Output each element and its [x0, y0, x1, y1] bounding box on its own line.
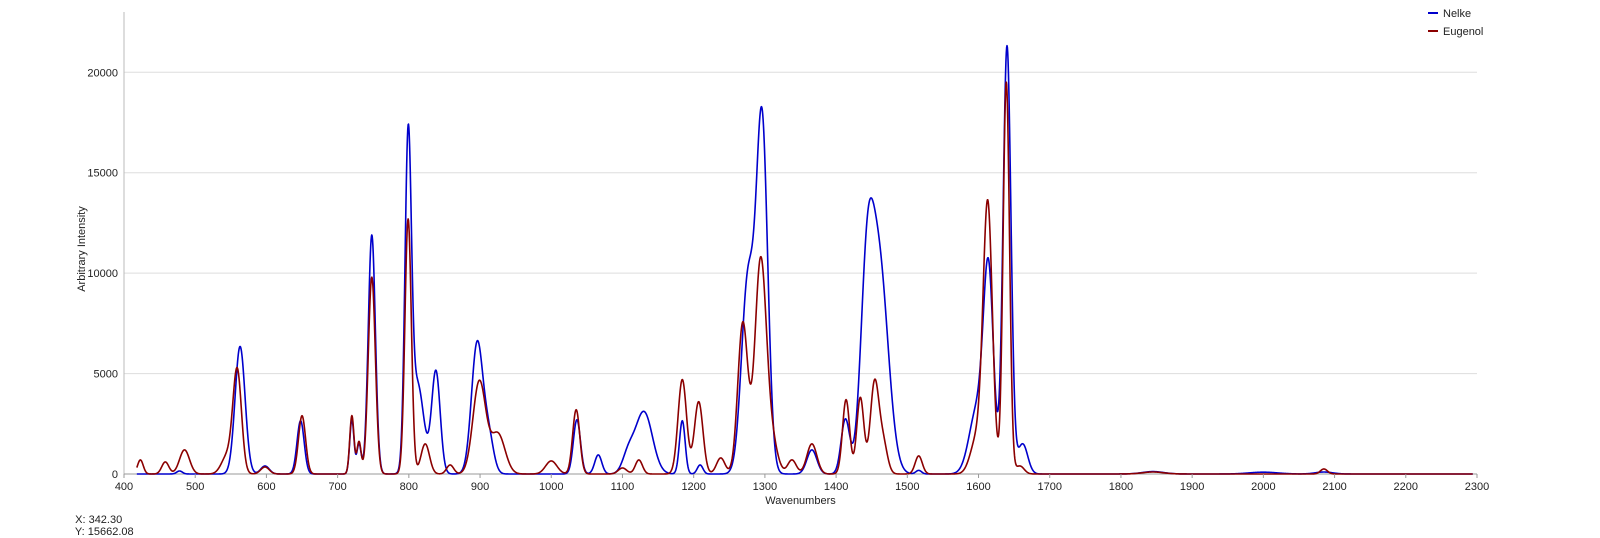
- cursor-y-readout: Y: 15662.08: [74, 526, 134, 538]
- axes: [123, 12, 1477, 475]
- series-line-nelke: [136, 44, 1474, 475]
- cursor-x-readout: X: 342.30: [75, 514, 123, 526]
- x-tick-label: 1800: [1109, 481, 1133, 493]
- y-axis-title: Arbitrary Intensity: [76, 206, 88, 292]
- y-tick-label: 0: [112, 469, 118, 481]
- x-tick-label: 2300: [1465, 481, 1489, 493]
- x-tick-label: 2100: [1322, 481, 1346, 493]
- x-tick-label: 400: [115, 481, 133, 493]
- gridlines: [124, 71, 1477, 375]
- series-line-eugenol: [136, 81, 1474, 475]
- series-lines: [136, 44, 1474, 475]
- y-tick-label: 5000: [94, 369, 118, 381]
- x-axis-title: Wavenumbers: [765, 495, 836, 507]
- legend-label-nelke[interactable]: Nelke: [1443, 8, 1471, 20]
- x-tick-label: 1400: [824, 481, 848, 493]
- cursor-coordinate-readout: X: 342.30 Y: 15662.08: [69, 502, 140, 538]
- x-tick-label: 2000: [1251, 481, 1275, 493]
- x-tick-label: 1700: [1037, 481, 1061, 493]
- x-tick-label: 1600: [966, 481, 990, 493]
- x-tick-label: 2200: [1394, 481, 1418, 493]
- x-tick-label: 800: [400, 481, 418, 493]
- x-tick-label: 1100: [611, 481, 635, 493]
- x-tick-label: 1300: [753, 481, 777, 493]
- x-tick-label: 1900: [1180, 481, 1204, 493]
- x-tick-label: 1200: [681, 481, 705, 493]
- x-tick-label: 900: [471, 481, 489, 493]
- y-tick-label: 10000: [87, 268, 118, 280]
- x-tick-label: 1500: [895, 481, 919, 493]
- tick-labels: 400 500 600 700 800 900 1000 1100 1200 1300 1400 15…: [87, 67, 1489, 493]
- y-tick-label: 20000: [87, 67, 118, 79]
- y-tick-label: 15000: [87, 168, 118, 180]
- spectrum-chart[interactable]: 400 500 600 700 800 900 1000 1100 1200 1300 1400 15…: [0, 0, 1600, 525]
- x-tick-label: 1000: [539, 481, 563, 493]
- x-tick-label: 700: [328, 481, 346, 493]
- x-tick-label: 600: [257, 481, 275, 493]
- legend[interactable]: Nelke Eugenol: [1428, 8, 1483, 38]
- x-tick-label: 500: [186, 481, 204, 493]
- legend-label-eugenol[interactable]: Eugenol: [1443, 26, 1483, 38]
